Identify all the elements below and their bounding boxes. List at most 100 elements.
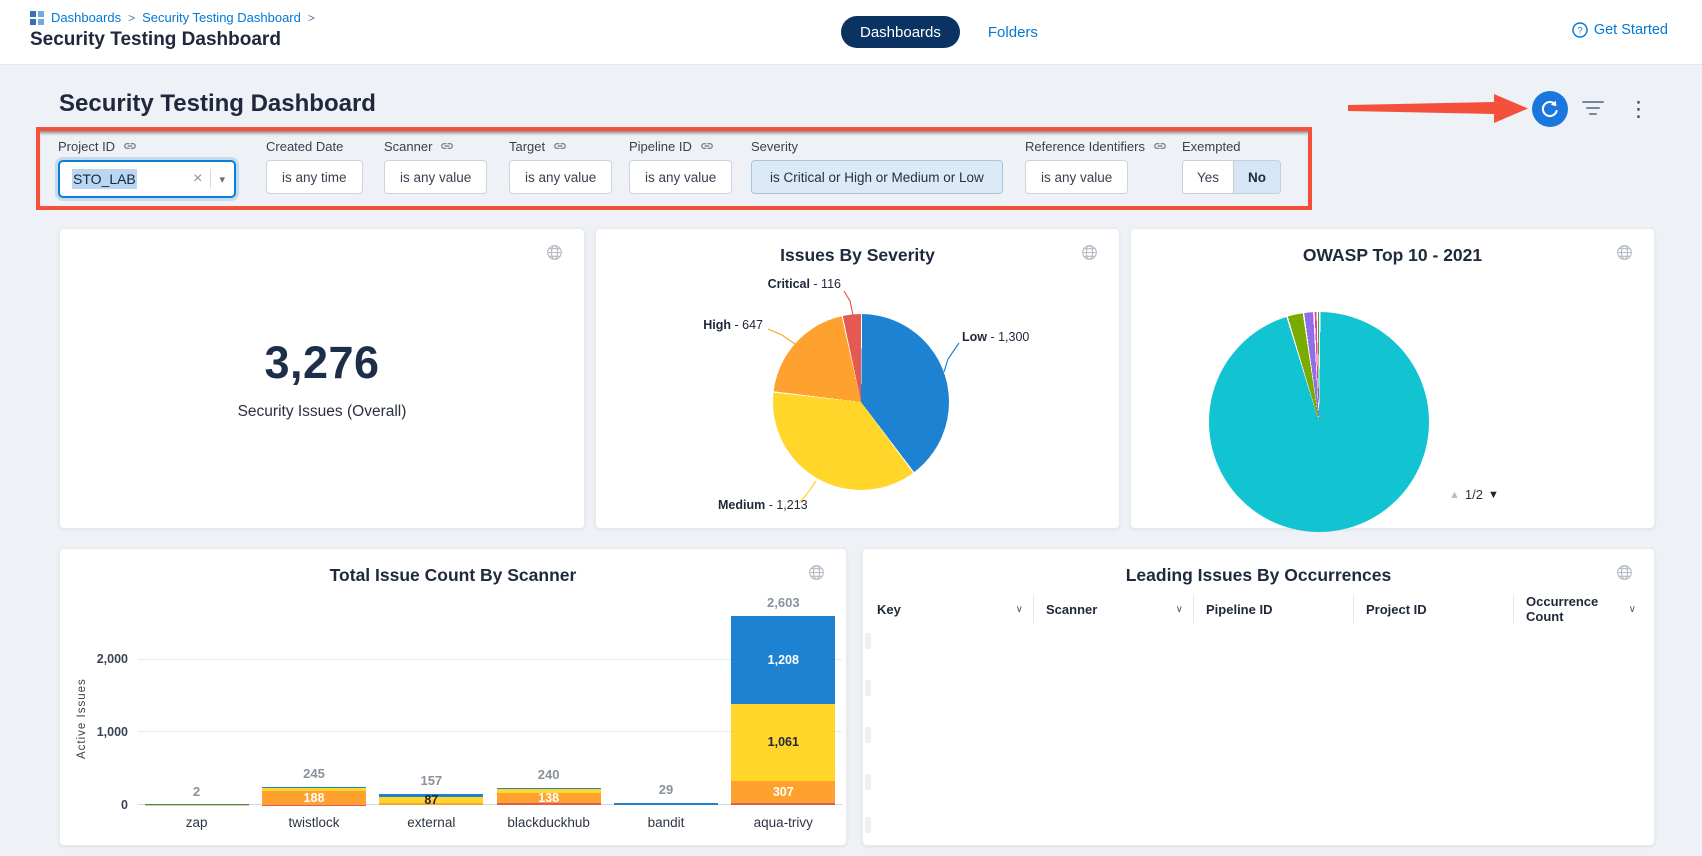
bar-segment-low[interactable] bbox=[496, 787, 601, 789]
bar-segment-low[interactable] bbox=[261, 787, 366, 788]
column-header-project-id[interactable]: Project ID bbox=[1353, 595, 1513, 623]
get-started-link[interactable]: ? Get Started bbox=[1572, 22, 1668, 38]
filter-label: Project ID bbox=[58, 138, 116, 154]
clipped-row-artifact bbox=[865, 817, 871, 833]
bar-column-aqua-trivy[interactable]: 2,603 1,208 1,061 307 aqua-trivy bbox=[725, 595, 842, 830]
globe-icon[interactable] bbox=[1616, 244, 1633, 261]
x-axis-label: bandit bbox=[647, 815, 685, 830]
card-leading-issues-by-occurrences: Leading Issues By Occurrences Key ∨ Scann… bbox=[862, 548, 1655, 846]
bar-segment-label: 307 bbox=[772, 784, 794, 799]
svg-text:?: ? bbox=[1577, 25, 1582, 36]
target-value-button[interactable]: is any value bbox=[509, 160, 613, 194]
bar-segment-medium[interactable] bbox=[261, 787, 366, 791]
clear-icon[interactable]: × bbox=[193, 170, 203, 187]
filter-pipeline-id: Pipeline ID is any value bbox=[629, 137, 733, 194]
exempted-yes-option[interactable]: Yes bbox=[1183, 161, 1234, 193]
created-date-value-button[interactable]: is any time bbox=[266, 160, 363, 194]
filter-label: Scanner bbox=[384, 138, 433, 154]
filter-reference-identifiers: Reference Identifiers is any value bbox=[1025, 137, 1167, 194]
bar-segment-medium[interactable]: 1,061 bbox=[731, 703, 836, 781]
card-issues-by-severity: Issues By Severity Critical - 116 High -… bbox=[595, 228, 1120, 529]
link-icon bbox=[1154, 143, 1166, 149]
scanner-bar-chart[interactable]: 0 1,000 2,000 2 zap 245 188 twistlock 157 87 exter… bbox=[97, 595, 842, 830]
chevron-down-icon: ∨ bbox=[1015, 603, 1023, 615]
globe-icon[interactable] bbox=[546, 244, 563, 261]
reference-identifiers-value-button[interactable]: is any value bbox=[1025, 160, 1129, 194]
clipped-row-artifact bbox=[865, 680, 871, 696]
tab-dashboards[interactable]: Dashboards bbox=[841, 16, 960, 48]
owasp-pie-chart[interactable] bbox=[1209, 312, 1429, 532]
pie-leader-lines bbox=[767, 290, 960, 504]
card-owasp-top-10: OWASP Top 10 - 2021 ▲ 1/2 ▼ bbox=[1130, 228, 1655, 532]
breadcrumb-current-dashboard[interactable]: Security Testing Dashboard bbox=[142, 10, 301, 25]
column-header-pipeline-id[interactable]: Pipeline ID bbox=[1193, 595, 1353, 623]
callout-low: Low - 1,300 bbox=[962, 330, 1030, 344]
column-header-key[interactable]: Key ∨ bbox=[877, 601, 1023, 617]
bar-column-bandit[interactable]: 29 bandit bbox=[607, 609, 724, 830]
breadcrumb-separator: > bbox=[307, 10, 315, 25]
table-title: Leading Issues By Occurrences bbox=[1125, 565, 1392, 585]
refresh-icon bbox=[1541, 100, 1558, 118]
page-up-icon[interactable]: ▲ bbox=[1449, 488, 1460, 501]
page-down-icon[interactable]: ▼ bbox=[1487, 488, 1499, 501]
x-axis-label: blackduckhub bbox=[507, 815, 590, 830]
bar-segment-high[interactable]: 307 bbox=[731, 780, 836, 804]
bar-segment-medium[interactable]: 87 bbox=[379, 793, 484, 807]
gridline: 0 bbox=[121, 798, 842, 812]
divider bbox=[210, 169, 212, 189]
bar-column-external[interactable]: 157 87 external bbox=[373, 609, 490, 830]
callout-medium: Medium - 1,213 bbox=[718, 498, 808, 512]
breadcrumb-dashboards[interactable]: Dashboards bbox=[51, 10, 122, 25]
annotation-arrow bbox=[1348, 94, 1528, 123]
top-navigation-bar: Dashboards > Security Testing Dashboard … bbox=[0, 0, 1702, 65]
bar-segment-high[interactable] bbox=[379, 803, 484, 805]
bar-segment-low[interactable] bbox=[379, 793, 484, 797]
y-axis-tick: 2,000 bbox=[96, 652, 128, 667]
refresh-button[interactable] bbox=[1532, 91, 1568, 127]
chart-title: Total Issue Count By Scanner bbox=[329, 565, 577, 585]
column-header-occurrence-count[interactable]: Occurrence Count ∨ bbox=[1513, 594, 1646, 624]
column-header-scanner[interactable]: Scanner ∨ bbox=[1033, 595, 1193, 623]
scanner-value-button[interactable]: is any value bbox=[384, 160, 488, 194]
bar-column-twistlock[interactable]: 245 188 twistlock bbox=[255, 609, 372, 830]
filter-label: Pipeline ID bbox=[629, 138, 692, 154]
severity-value-button[interactable]: is Critical or High or Medium or Low bbox=[751, 160, 1003, 194]
overall-count-label: Security Issues (Overall) bbox=[237, 402, 407, 420]
project-id-combobox[interactable]: STO_LAB × ▾ bbox=[58, 160, 236, 198]
pipeline-id-value-button[interactable]: is any value bbox=[629, 160, 733, 194]
bar-segment-high[interactable]: 138 bbox=[496, 791, 601, 805]
bar-segment-critical[interactable] bbox=[731, 803, 836, 805]
chevron-down-icon[interactable]: ▾ bbox=[219, 173, 225, 186]
globe-icon[interactable] bbox=[1616, 564, 1633, 581]
x-axis-label: external bbox=[407, 815, 456, 830]
chevron-down-icon: ∨ bbox=[1628, 603, 1636, 615]
bar-total-label: 245 bbox=[303, 766, 325, 782]
tab-folders[interactable]: Folders bbox=[987, 23, 1038, 41]
x-axis-label: zap bbox=[185, 815, 208, 830]
bar-total-label: 2 bbox=[193, 783, 201, 799]
link-icon bbox=[441, 143, 454, 149]
project-id-value: STO_LAB bbox=[72, 169, 137, 189]
question-circle-icon: ? bbox=[1572, 22, 1588, 38]
bar-segment-low[interactable] bbox=[613, 802, 718, 805]
get-started-label: Get Started bbox=[1593, 22, 1668, 38]
bar-column-blackduckhub[interactable]: 240 138 blackduckhub bbox=[490, 609, 607, 830]
exempted-toggle: Yes No bbox=[1182, 160, 1282, 194]
filter-created-date: Created Date is any time bbox=[266, 137, 363, 194]
filter-label: Exempted bbox=[1182, 138, 1241, 154]
bar-segment-critical[interactable] bbox=[496, 803, 601, 805]
view-tabs: Dashboards Folders bbox=[841, 16, 1038, 48]
severity-pie-chart[interactable] bbox=[773, 314, 949, 490]
globe-icon[interactable] bbox=[808, 564, 825, 581]
chart-title: OWASP Top 10 - 2021 bbox=[1302, 245, 1483, 265]
card-security-issues-overall: 3,276 Security Issues (Overall) bbox=[59, 228, 585, 529]
exempted-no-option[interactable]: No bbox=[1233, 161, 1281, 193]
dashboard-filters-icon[interactable] bbox=[1582, 101, 1604, 117]
globe-icon[interactable] bbox=[1081, 244, 1098, 261]
window-title: Security Testing Dashboard bbox=[30, 29, 281, 50]
bar-segment-medium[interactable] bbox=[496, 788, 601, 794]
bar-segment-high[interactable]: 188 bbox=[261, 791, 366, 805]
bar-segment-low[interactable]: 1,208 bbox=[731, 616, 836, 704]
bar-column-zap[interactable]: 2 zap bbox=[138, 609, 255, 830]
kebab-menu[interactable]: ⋮ bbox=[1628, 97, 1649, 121]
